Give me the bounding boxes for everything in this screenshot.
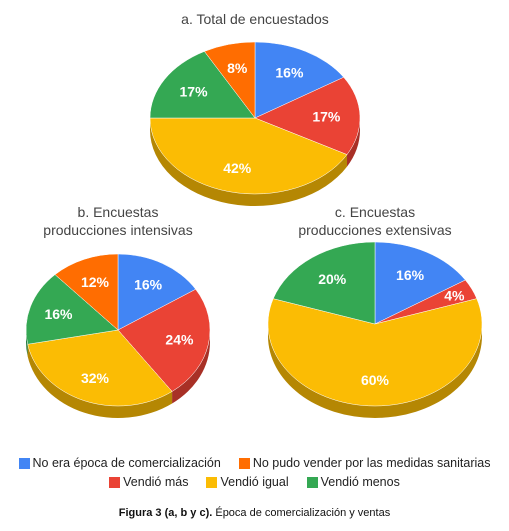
chart-title: producciones intensivas [43,222,192,238]
slice-value-label: 17% [180,84,209,100]
figure-caption: Figura 3 (a, b y c). Época de comerciali… [0,507,509,519]
legend-swatch-orange [238,457,250,469]
pie-slice [54,253,119,331]
slice-value-label: 8% [227,60,248,76]
legend-swatch-yellow [206,476,218,488]
slice-value-label: 17% [312,108,341,124]
pie-slice [254,41,345,119]
chart-title: a. Total de encuestados [181,11,329,27]
pie-chart-c: c. Encuestas producciones extensivas 16% 4%… [267,204,483,418]
legend-label: Vendió menos [320,475,400,489]
pie-slice-side [27,344,173,418]
legend-row-1: No era época de comercialización No pudo… [0,456,509,470]
slice-value-label: 4% [444,287,465,303]
pie-slice [149,117,348,195]
chart-title: producciones extensivas [298,222,451,238]
chart-title: b. Encuestas [78,204,159,220]
legend-swatch-green [306,476,318,488]
pie-slice [149,51,256,119]
pie-chart-b: b. Encuestas producciones intensivas 16% 24… [25,204,211,418]
chart-title: c. Encuestas [335,204,415,220]
pie-slice [117,253,197,331]
caption-text: Época de comercialización y ventas [212,507,391,519]
legend-item-no-pudo-vender: No pudo vender por las medidas sanitaria… [238,456,491,470]
legend-label: No pudo vender por las medidas sanitaria… [252,456,491,470]
pie-slice [25,274,119,345]
legend-label: No era época de comercialización [32,456,221,470]
pie-charts-figure: a. Total de encuestados 16% 17% 42% 17% 8% b. … [25,11,483,418]
legend-item-vendio-igual: Vendió igual [206,475,289,489]
pie-slice [27,329,173,407]
slice-value-label: 16% [134,277,163,293]
slice-value-label: 32% [81,370,110,386]
slice-value-label: 16% [44,306,73,322]
legend-label: Vendió más [123,475,189,489]
legend-item-no-era-epoca: No era época de comercialización [18,456,221,470]
legend-row-2: Vendió más Vendió igual Vendió menos [0,475,509,489]
legend-item-vendio-menos: Vendió menos [306,475,400,489]
slice-value-label: 16% [275,65,304,81]
legend-swatch-blue [18,457,30,469]
slice-value-label: 16% [396,267,425,283]
slice-value-label: 24% [165,332,194,348]
pie-slice-side [347,118,360,167]
legend-swatch-red [109,476,121,488]
pie-slice [374,241,466,325]
pie-chart-a: a. Total de encuestados 16% 17% 42% 17% 8% [149,11,361,207]
slice-value-label: 20% [318,271,347,287]
pie-slice [254,76,361,155]
slice-value-label: 60% [361,372,390,388]
slice-value-label: 12% [81,274,110,290]
pie-slice [267,298,483,407]
pie-slice-side [26,330,28,357]
pie-slice-side [150,118,348,207]
pie-slice [272,241,376,325]
pie-slice [117,288,211,392]
slice-value-label: 42% [223,160,252,176]
legend-label: Vendió igual [220,475,289,489]
caption-bold: Figura 3 (a, b y c). [118,507,213,519]
legend-item-vendio-mas: Vendió más [109,475,188,489]
pie-slice [204,41,256,119]
